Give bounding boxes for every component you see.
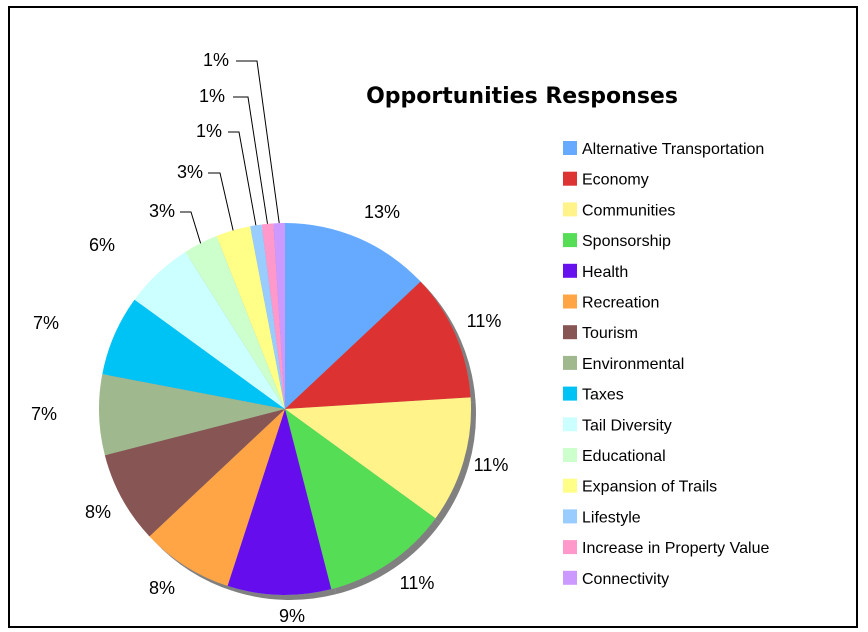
legend-label: Communities bbox=[582, 202, 675, 219]
legend-label: Connectivity bbox=[582, 571, 669, 588]
leader-line bbox=[233, 96, 268, 224]
slice-label: 1% bbox=[203, 50, 229, 70]
legend-label: Tail Diversity bbox=[582, 417, 672, 434]
pie-slice-increase-in-property-value bbox=[261, 223, 285, 409]
legend-swatch bbox=[563, 171, 577, 186]
slice-label: 3% bbox=[177, 162, 203, 182]
legend-swatch bbox=[563, 570, 577, 585]
slice-label: 11% bbox=[474, 455, 509, 475]
legend-swatch bbox=[563, 325, 577, 340]
legend-label: Tourism bbox=[582, 325, 638, 342]
legend-swatch bbox=[563, 355, 577, 370]
legend-swatch bbox=[563, 233, 577, 248]
pie-slice-expansion-of-trails bbox=[216, 226, 285, 409]
slice-label: 11% bbox=[467, 311, 502, 331]
pie-slice-educational bbox=[185, 236, 285, 409]
slice-labels: 13% 11% 11% 11% 9% 8% 8% 7% 7% 6% 3%3% 1% 1% 1% bbox=[31, 50, 508, 626]
slice-label: 7% bbox=[31, 404, 57, 424]
pie-slice-connectivity bbox=[273, 223, 285, 409]
leader-line bbox=[180, 211, 202, 244]
legend-label: Recreation bbox=[582, 295, 659, 312]
pie-slice-communities bbox=[285, 397, 471, 519]
slice-label: 6% bbox=[89, 235, 115, 255]
pie-slices bbox=[98, 223, 471, 596]
leader-lines bbox=[180, 60, 280, 244]
chart-legend: Alternative Transportation Economy Communi… bbox=[563, 141, 769, 588]
legend-label: Economy bbox=[582, 172, 649, 189]
slice-label: 1% bbox=[199, 86, 225, 106]
legend-label: Environmental bbox=[582, 356, 684, 373]
legend-swatch bbox=[563, 448, 577, 462]
slice-label: 9% bbox=[279, 606, 305, 626]
pie-slice-taxes bbox=[102, 299, 285, 409]
leader-line bbox=[236, 60, 280, 224]
legend-label: Alternative Transportation bbox=[582, 141, 764, 158]
legend-label: Educational bbox=[582, 448, 666, 465]
pie-slice-sponsorship bbox=[285, 409, 436, 590]
pie-slice-alternative-transportation bbox=[285, 223, 421, 409]
legend-swatch bbox=[563, 141, 577, 155]
leader-line bbox=[208, 172, 234, 231]
legend-swatch bbox=[563, 478, 577, 493]
pie-slice-tail-diversity bbox=[134, 251, 285, 409]
legend-swatch bbox=[563, 202, 577, 217]
slice-label: 3% bbox=[149, 201, 175, 221]
legend-label: Increase in Property Value bbox=[582, 540, 769, 557]
pie-slice-recreation bbox=[149, 409, 285, 586]
leader-line bbox=[228, 131, 257, 226]
slice-label: 13% bbox=[364, 202, 400, 222]
legend-label: Sponsorship bbox=[582, 233, 671, 250]
slice-label: 7% bbox=[33, 313, 59, 333]
slice-label: 8% bbox=[149, 578, 175, 598]
pie-slice-tourism bbox=[104, 409, 285, 537]
legend-swatch bbox=[563, 540, 577, 555]
chart-title: Opportunities Responses bbox=[366, 84, 678, 109]
pie-slice-lifestyle bbox=[250, 224, 285, 409]
legend-swatch bbox=[563, 417, 577, 432]
legend-swatch bbox=[563, 294, 577, 309]
legend-label: Expansion of Trails bbox=[582, 479, 717, 496]
legend-label: Lifestyle bbox=[582, 509, 641, 526]
legend-label: Taxes bbox=[582, 387, 624, 404]
pie-slice-health bbox=[227, 409, 332, 596]
legend-swatch bbox=[563, 263, 577, 278]
slice-label: 1% bbox=[196, 121, 222, 141]
legend-swatch bbox=[563, 509, 577, 524]
pie-slice-economy bbox=[285, 281, 471, 409]
slice-label: 8% bbox=[85, 502, 111, 522]
legend-swatch bbox=[563, 386, 577, 401]
legend-label: Health bbox=[582, 264, 628, 281]
slice-label: 11% bbox=[400, 573, 435, 593]
pie-slice-environmental bbox=[98, 374, 285, 456]
